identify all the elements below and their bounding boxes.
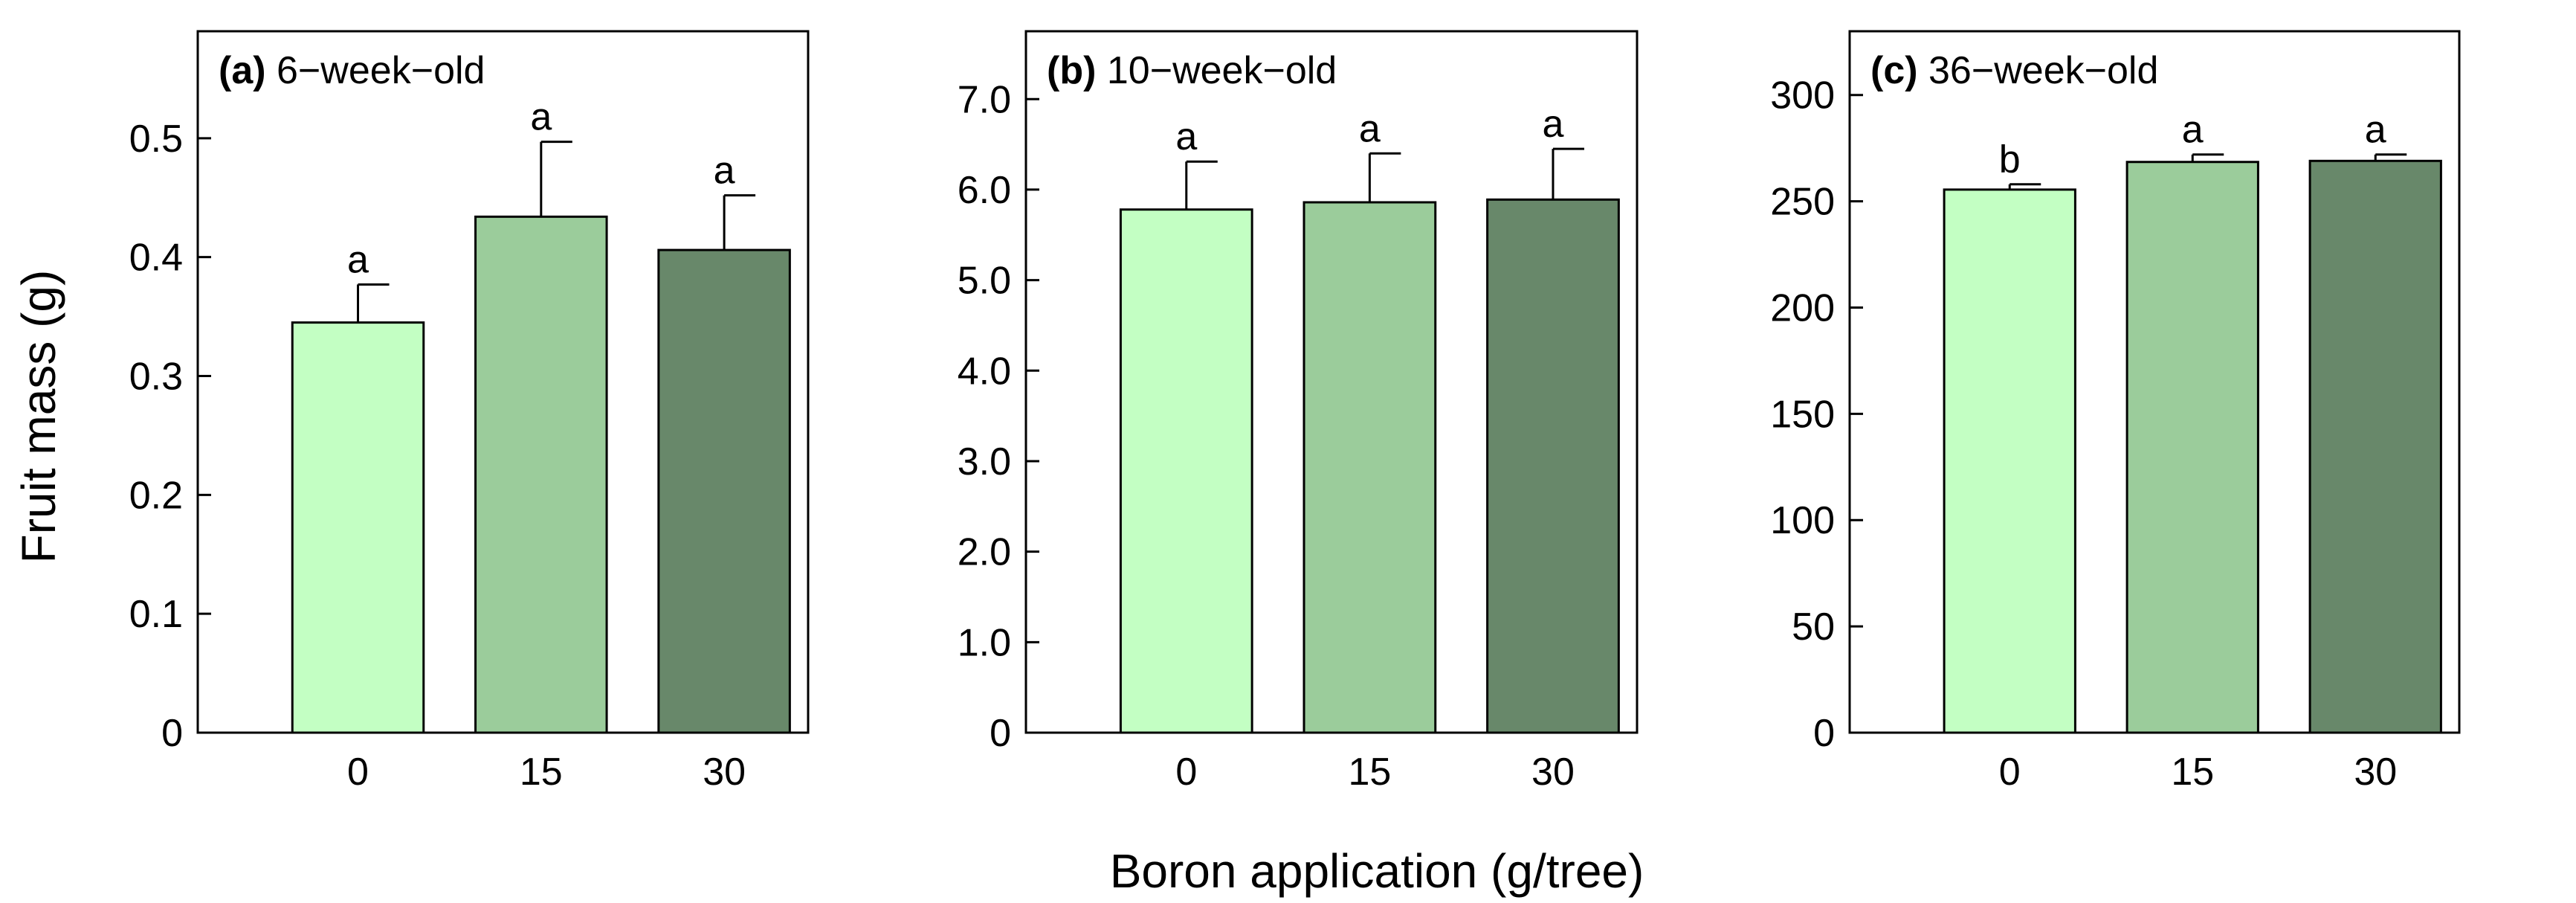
x-axis-label: Boron application (g/tree) <box>1110 844 1644 898</box>
y-tick-label: 1.0 <box>958 621 1011 664</box>
significance-letter: a <box>714 150 735 193</box>
y-tick-label: 0.4 <box>129 237 183 280</box>
y-tick-label: 150 <box>1770 393 1835 436</box>
panel-title-spacer <box>266 49 277 92</box>
significance-letter: a <box>1175 115 1197 158</box>
y-tick-label: 6.0 <box>958 169 1011 212</box>
x-tick-label: 15 <box>2171 751 2214 794</box>
y-tick-label: 0.2 <box>129 474 183 517</box>
bar-0 <box>291 321 425 734</box>
bar-15 <box>1302 201 1437 734</box>
x-tick-label: 30 <box>703 751 746 794</box>
x-tick-label: 30 <box>1531 751 1575 794</box>
significance-letter: a <box>1359 107 1381 150</box>
x-tick-label: 0 <box>1175 751 1197 794</box>
significance-letter: a <box>530 96 552 139</box>
bar-15 <box>2125 161 2259 734</box>
panel-label: (c) <box>1870 49 1918 92</box>
y-tick-label: 250 <box>1770 181 1835 224</box>
y-axis-label: Fruit mass (g) <box>12 270 65 564</box>
y-tick-label: 0 <box>990 712 1011 755</box>
y-tick-label: 0 <box>1813 712 1835 755</box>
panel-label: (b) <box>1047 49 1096 92</box>
y-tick-label: 4.0 <box>958 350 1011 393</box>
y-tick-label: 2.0 <box>958 531 1011 574</box>
bar-15 <box>474 215 608 734</box>
significance-letter: a <box>1543 103 1564 146</box>
panel-subtitle: 6−week−old <box>277 49 485 92</box>
panel-label: (a) <box>219 49 266 92</box>
y-tick-label: 5.0 <box>958 260 1011 303</box>
panel-title: (c) 36−week−old <box>1870 49 2158 92</box>
x-tick-label: 15 <box>1348 751 1391 794</box>
panel-title: (b) 10−week−old <box>1047 49 1337 92</box>
significance-letter: a <box>2182 109 2204 152</box>
y-tick-label: 0.5 <box>129 118 183 161</box>
y-tick-label: 3.0 <box>958 440 1011 483</box>
panel-title-spacer <box>1918 49 1928 92</box>
bar-0 <box>1943 188 2076 734</box>
y-tick-label: 300 <box>1770 74 1835 118</box>
significance-letter: b <box>1999 138 2021 181</box>
y-tick-label: 0.3 <box>129 356 183 399</box>
y-tick-label: 100 <box>1770 499 1835 542</box>
y-tick-label: 7.0 <box>958 78 1011 121</box>
bar-30 <box>2308 159 2442 734</box>
y-tick-label: 50 <box>1792 605 1835 649</box>
panel-b: 0 1.0 2.0 3.0 4.0 5.0 6.0 7.0 a 0 a 15 a 30 (b) 10−wee… <box>958 30 1639 794</box>
y-tick-label: 200 <box>1770 286 1835 330</box>
bar-0 <box>1119 208 1253 734</box>
significance-letter: a <box>2365 109 2386 152</box>
bar-30 <box>657 248 791 734</box>
y-tick-label: 0 <box>161 712 183 755</box>
x-tick-label: 0 <box>1999 751 2021 794</box>
y-tick-label: 0.1 <box>129 593 183 636</box>
panel-c: 0 50 100 150 200 250 300 b 0 a 15 a 30 (c) 36−week−ol… <box>1770 30 2461 794</box>
panel-subtitle: 36−week−old <box>1928 49 2158 92</box>
panel-a: 0 0.1 0.2 0.3 0.4 0.5 a 0 a 15 a 30 (a) 6−week−old <box>129 30 810 794</box>
x-tick-label: 30 <box>2354 751 2397 794</box>
panel-title: (a) 6−week−old <box>219 49 485 92</box>
panel-title-spacer <box>1096 49 1106 92</box>
panel-subtitle: 10−week−old <box>1107 49 1337 92</box>
bar-30 <box>1486 198 1620 734</box>
x-tick-label: 15 <box>520 751 563 794</box>
x-tick-label: 0 <box>347 751 369 794</box>
significance-letter: a <box>347 238 369 281</box>
